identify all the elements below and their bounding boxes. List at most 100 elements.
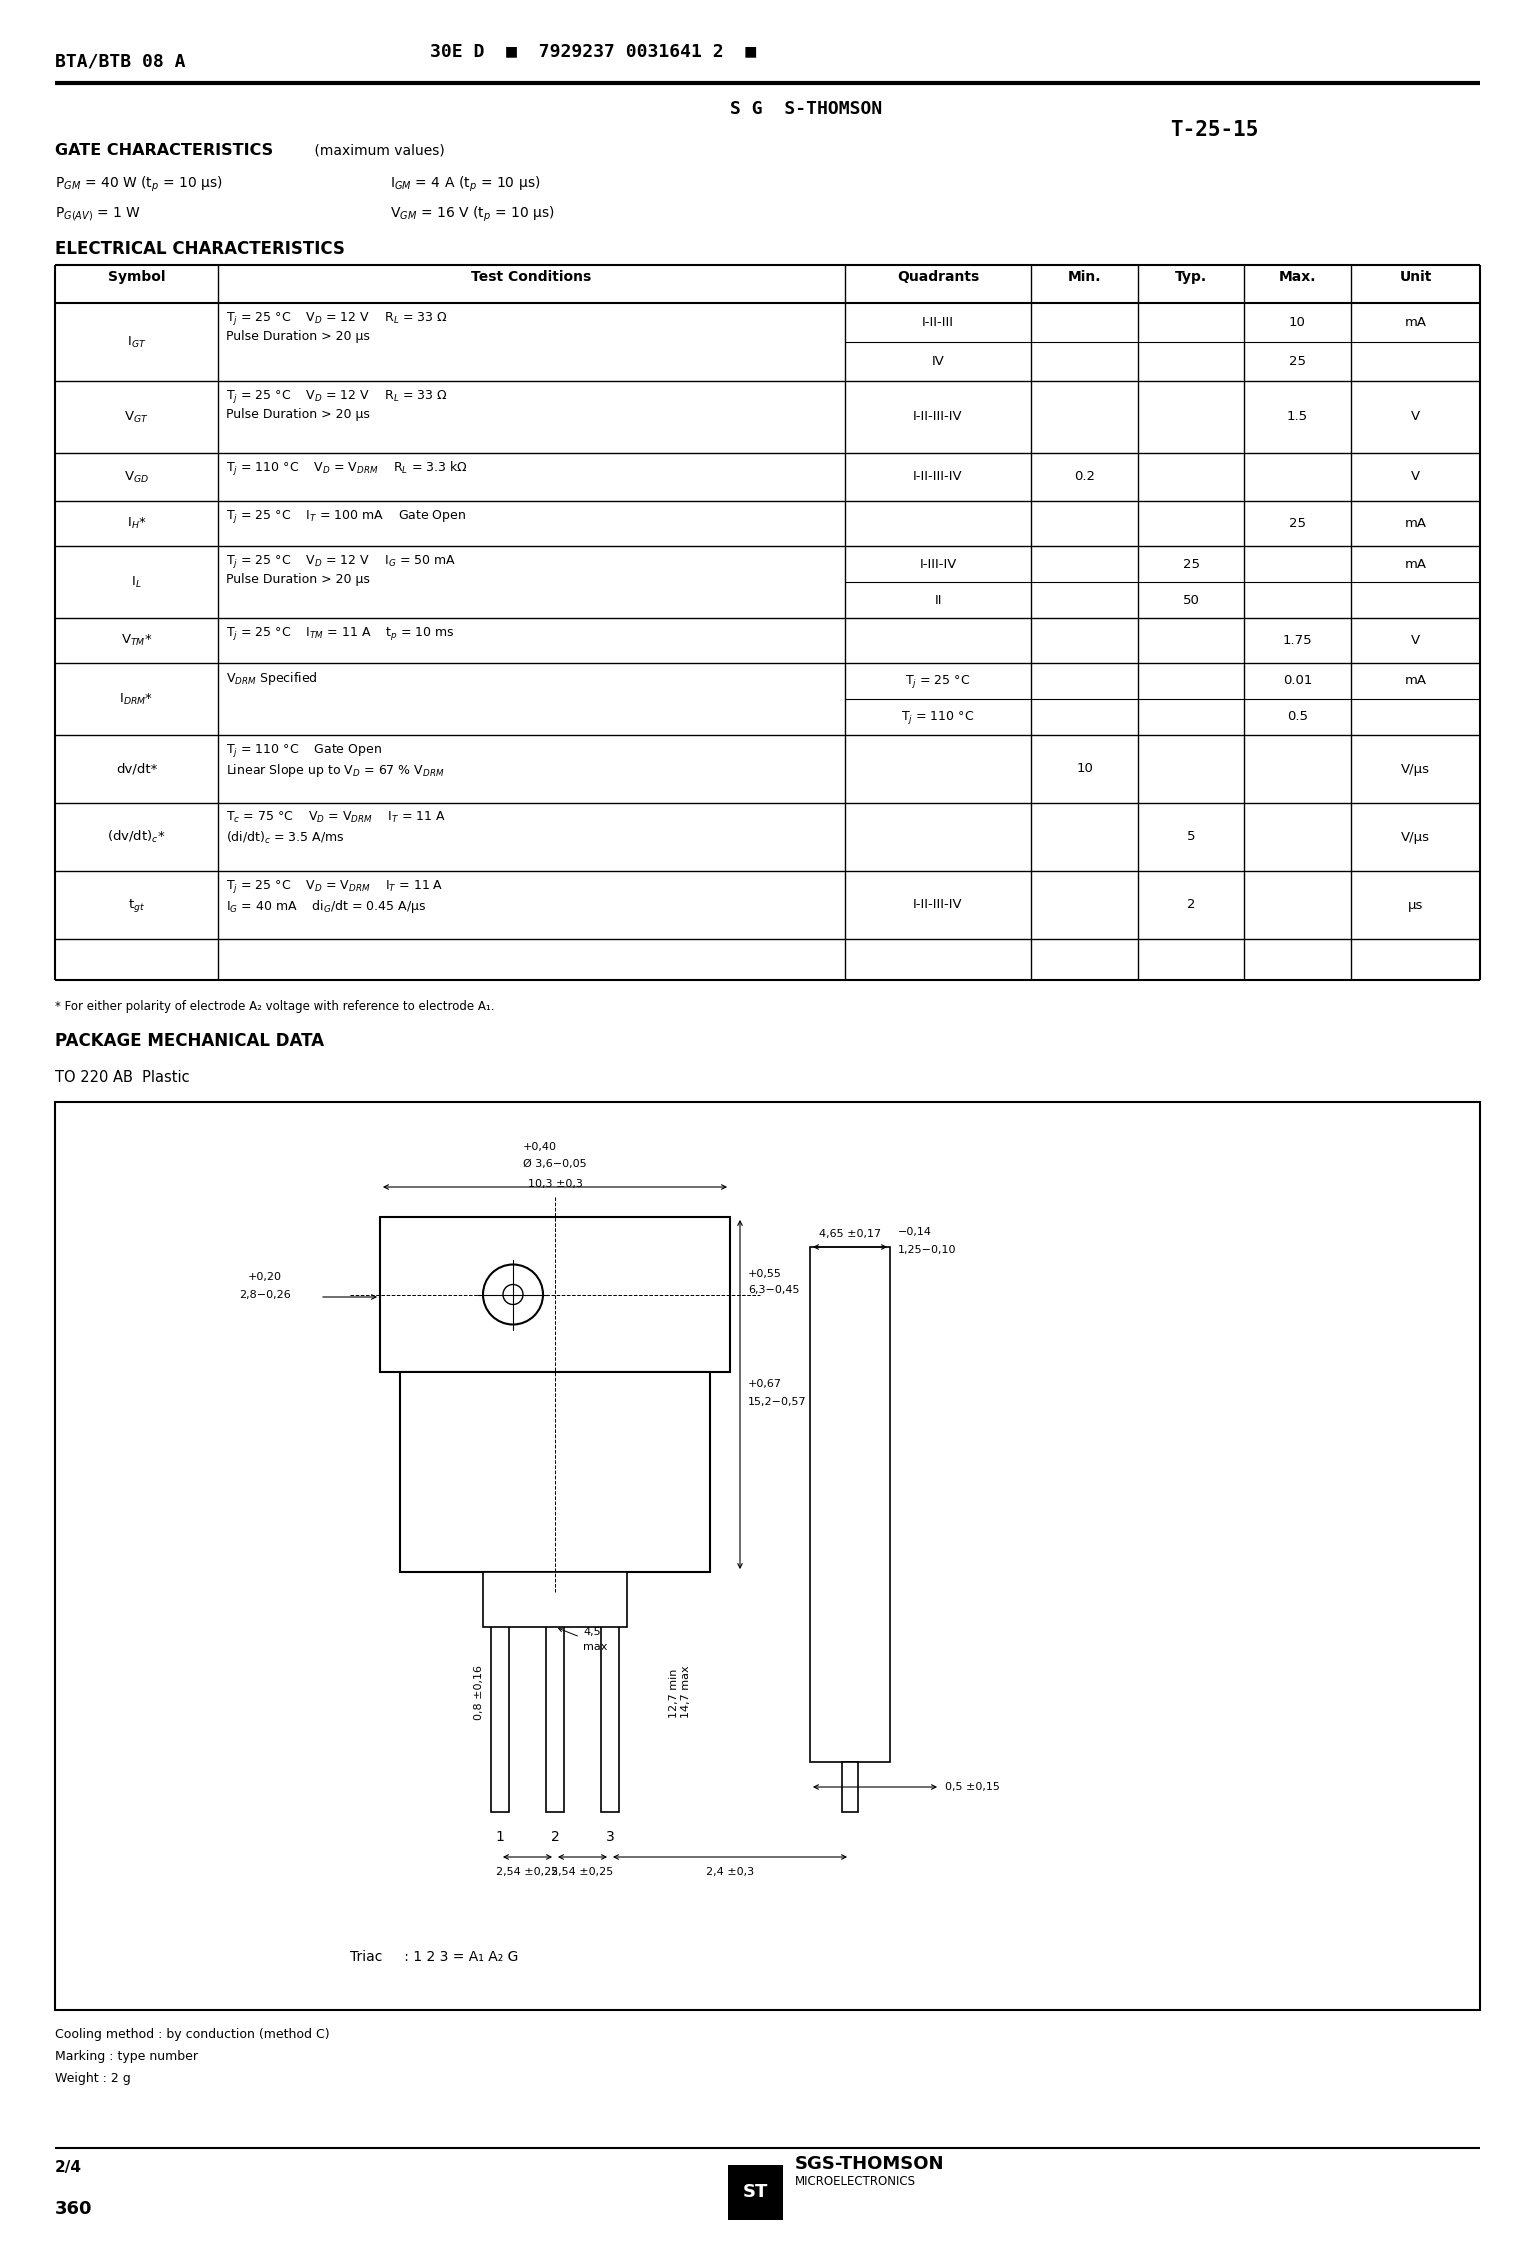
- Text: 10: 10: [1076, 763, 1093, 776]
- Text: 360: 360: [55, 2200, 93, 2218]
- Text: * For either polarity of electrode A₂ voltage with reference to electrode A₁.: * For either polarity of electrode A₂ vo…: [55, 999, 494, 1012]
- Text: 15,2−0,57: 15,2−0,57: [748, 1397, 807, 1406]
- Text: V: V: [1411, 410, 1420, 423]
- Bar: [728, 2164, 783, 2221]
- Text: IV: IV: [932, 356, 944, 369]
- Text: 1.75: 1.75: [1283, 634, 1312, 648]
- Text: Ø 3,6−0,05: Ø 3,6−0,05: [523, 1159, 587, 1170]
- Text: Typ.: Typ.: [1175, 270, 1207, 284]
- Text: I-II-III-IV: I-II-III-IV: [914, 410, 962, 423]
- Text: Symbol: Symbol: [108, 270, 166, 284]
- Text: 25: 25: [1289, 356, 1306, 369]
- Text: SGS-THOMSON: SGS-THOMSON: [795, 2156, 944, 2174]
- Text: 12,7 min
14,7 max: 12,7 min 14,7 max: [669, 1665, 690, 1719]
- Bar: [400, 1372, 710, 1573]
- Text: T$_j$ = 25 °C    V$_D$ = 12 V    R$_L$ = 33 Ω: T$_j$ = 25 °C V$_D$ = 12 V R$_L$ = 33 Ω: [226, 387, 448, 405]
- Text: V/μs: V/μs: [1401, 763, 1430, 776]
- Text: 2: 2: [550, 1829, 559, 1845]
- Text: 0.2: 0.2: [1075, 470, 1094, 484]
- Text: Pulse Duration > 20 μs: Pulse Duration > 20 μs: [226, 574, 369, 585]
- Text: Weight : 2 g: Weight : 2 g: [55, 2072, 131, 2086]
- Text: 50: 50: [1183, 594, 1199, 608]
- Text: BTA/BTB 08 A: BTA/BTB 08 A: [55, 52, 185, 70]
- Text: I$_H$*: I$_H$*: [126, 515, 146, 531]
- Text: Max.: Max.: [1278, 270, 1316, 284]
- Text: 1.5: 1.5: [1287, 410, 1309, 423]
- Text: (di/dt)$_c$ = 3.5 A/ms: (di/dt)$_c$ = 3.5 A/ms: [226, 830, 345, 846]
- Text: V$_{GM}$ = 16 V (t$_p$ = 10 μs): V$_{GM}$ = 16 V (t$_p$ = 10 μs): [391, 205, 555, 225]
- Text: V$_{GD}$: V$_{GD}$: [125, 470, 149, 484]
- Text: P$_{GM}$ = 40 W (t$_p$ = 10 μs): P$_{GM}$ = 40 W (t$_p$ = 10 μs): [55, 176, 223, 194]
- Text: 10: 10: [1289, 315, 1306, 328]
- Text: V$_{TM}$*: V$_{TM}$*: [120, 632, 152, 648]
- Text: I$_{DRM}$*: I$_{DRM}$*: [120, 691, 154, 706]
- Text: Cooling method : by conduction (method C): Cooling method : by conduction (method C…: [55, 2027, 330, 2041]
- Text: 1: 1: [496, 1829, 505, 1845]
- Circle shape: [483, 1265, 543, 1325]
- Bar: [546, 1573, 564, 1811]
- Text: 0.5: 0.5: [1287, 711, 1309, 724]
- Text: Unit: Unit: [1400, 270, 1432, 284]
- Text: 2,54 ±0,25: 2,54 ±0,25: [552, 1868, 614, 1876]
- Text: Pulse Duration > 20 μs: Pulse Duration > 20 μs: [226, 331, 369, 342]
- Text: T$_j$ = 25 °C: T$_j$ = 25 °C: [906, 673, 971, 688]
- Text: I$_{GM}$ = 4 A (t$_p$ = 10 μs): I$_{GM}$ = 4 A (t$_p$ = 10 μs): [391, 176, 541, 194]
- Text: Test Conditions: Test Conditions: [471, 270, 591, 284]
- Text: Linear Slope up to V$_D$ = 67 % V$_{DRM}$: Linear Slope up to V$_D$ = 67 % V$_{DRM}…: [226, 763, 444, 778]
- Text: 5: 5: [1187, 830, 1195, 844]
- Text: I-II-III: I-II-III: [923, 315, 955, 328]
- Text: +0,67: +0,67: [748, 1379, 781, 1390]
- Text: I$_{GT}$: I$_{GT}$: [126, 335, 146, 349]
- Text: 0.01: 0.01: [1283, 675, 1312, 688]
- Text: (dv/dt)$_c$*: (dv/dt)$_c$*: [108, 828, 166, 846]
- Text: (maximum values): (maximum values): [310, 144, 445, 158]
- Bar: [600, 1573, 619, 1811]
- Text: I-II-III-IV: I-II-III-IV: [914, 470, 962, 484]
- Text: 25: 25: [1289, 518, 1306, 531]
- Text: Triac     : 1 2 3 = A₁ A₂ G: Triac : 1 2 3 = A₁ A₂ G: [350, 1951, 518, 1964]
- Text: T$_j$ = 25 °C    V$_D$ = 12 V    I$_G$ = 50 mA: T$_j$ = 25 °C V$_D$ = 12 V I$_G$ = 50 mA: [226, 554, 456, 569]
- Text: 10,3 ±0,3: 10,3 ±0,3: [527, 1179, 582, 1188]
- Text: dv/dt*: dv/dt*: [116, 763, 157, 776]
- Text: PACKAGE MECHANICAL DATA: PACKAGE MECHANICAL DATA: [55, 1033, 324, 1051]
- Text: 4,65 ±0,17: 4,65 ±0,17: [819, 1228, 882, 1240]
- Text: T$_j$ = 25 °C    V$_D$ = V$_{DRM}$    I$_T$ = 11 A: T$_j$ = 25 °C V$_D$ = V$_{DRM}$ I$_T$ = …: [226, 878, 444, 896]
- Text: Marking : type number: Marking : type number: [55, 2050, 198, 2063]
- Text: mA: mA: [1404, 315, 1426, 328]
- Bar: [483, 1573, 626, 1627]
- Text: 0,8 ±0,16: 0,8 ±0,16: [474, 1665, 483, 1719]
- Text: ELECTRICAL CHARACTERISTICS: ELECTRICAL CHARACTERISTICS: [55, 241, 345, 259]
- Text: mA: mA: [1404, 518, 1426, 531]
- Text: V/μs: V/μs: [1401, 830, 1430, 844]
- Text: 4,5: 4,5: [584, 1627, 600, 1638]
- Text: 2,54 ±0,25: 2,54 ±0,25: [497, 1868, 559, 1876]
- Text: S G  S-THOMSON: S G S-THOMSON: [730, 99, 882, 117]
- Text: I-III-IV: I-III-IV: [920, 558, 956, 572]
- Text: V: V: [1411, 470, 1420, 484]
- Text: V: V: [1411, 634, 1420, 648]
- Text: +0,55: +0,55: [748, 1269, 781, 1278]
- Text: Quadrants: Quadrants: [897, 270, 979, 284]
- Text: P$_{G (AV)}$ = 1 W: P$_{G (AV)}$ = 1 W: [55, 205, 141, 223]
- Text: +0,20: +0,20: [248, 1271, 283, 1282]
- Text: V$_{DRM}$ Specified: V$_{DRM}$ Specified: [226, 670, 318, 686]
- Text: 2: 2: [1187, 898, 1195, 911]
- Text: I-II-III-IV: I-II-III-IV: [914, 898, 962, 911]
- Text: ST: ST: [742, 2182, 768, 2200]
- Text: V$_{GT}$: V$_{GT}$: [125, 410, 149, 425]
- Text: GATE CHARACTERISTICS: GATE CHARACTERISTICS: [55, 144, 274, 158]
- Text: 6,3−0,45: 6,3−0,45: [748, 1285, 800, 1296]
- Text: 1,25−0,10: 1,25−0,10: [898, 1244, 956, 1256]
- Text: TO 220 AB  Plastic: TO 220 AB Plastic: [55, 1071, 190, 1084]
- Text: 3: 3: [605, 1829, 614, 1845]
- Text: I$_G$ = 40 mA    di$_G$/dt = 0.45 A/μs: I$_G$ = 40 mA di$_G$/dt = 0.45 A/μs: [226, 898, 427, 916]
- Circle shape: [503, 1285, 523, 1305]
- Text: +0,40: +0,40: [523, 1143, 556, 1152]
- Bar: [842, 1762, 857, 1811]
- Text: 2,8−0,26: 2,8−0,26: [239, 1289, 290, 1300]
- Text: −0,14: −0,14: [898, 1226, 932, 1238]
- Text: mA: mA: [1404, 675, 1426, 688]
- Text: T$_j$ = 110 °C    V$_D$ = V$_{DRM}$    R$_L$ = 3.3 kΩ: T$_j$ = 110 °C V$_D$ = V$_{DRM}$ R$_L$ =…: [226, 459, 468, 477]
- Text: T$_j$ = 25 °C    I$_{TM}$ = 11 A    t$_p$ = 10 ms: T$_j$ = 25 °C I$_{TM}$ = 11 A t$_p$ = 10…: [226, 626, 454, 641]
- Text: t$_{gt}$: t$_{gt}$: [128, 896, 144, 914]
